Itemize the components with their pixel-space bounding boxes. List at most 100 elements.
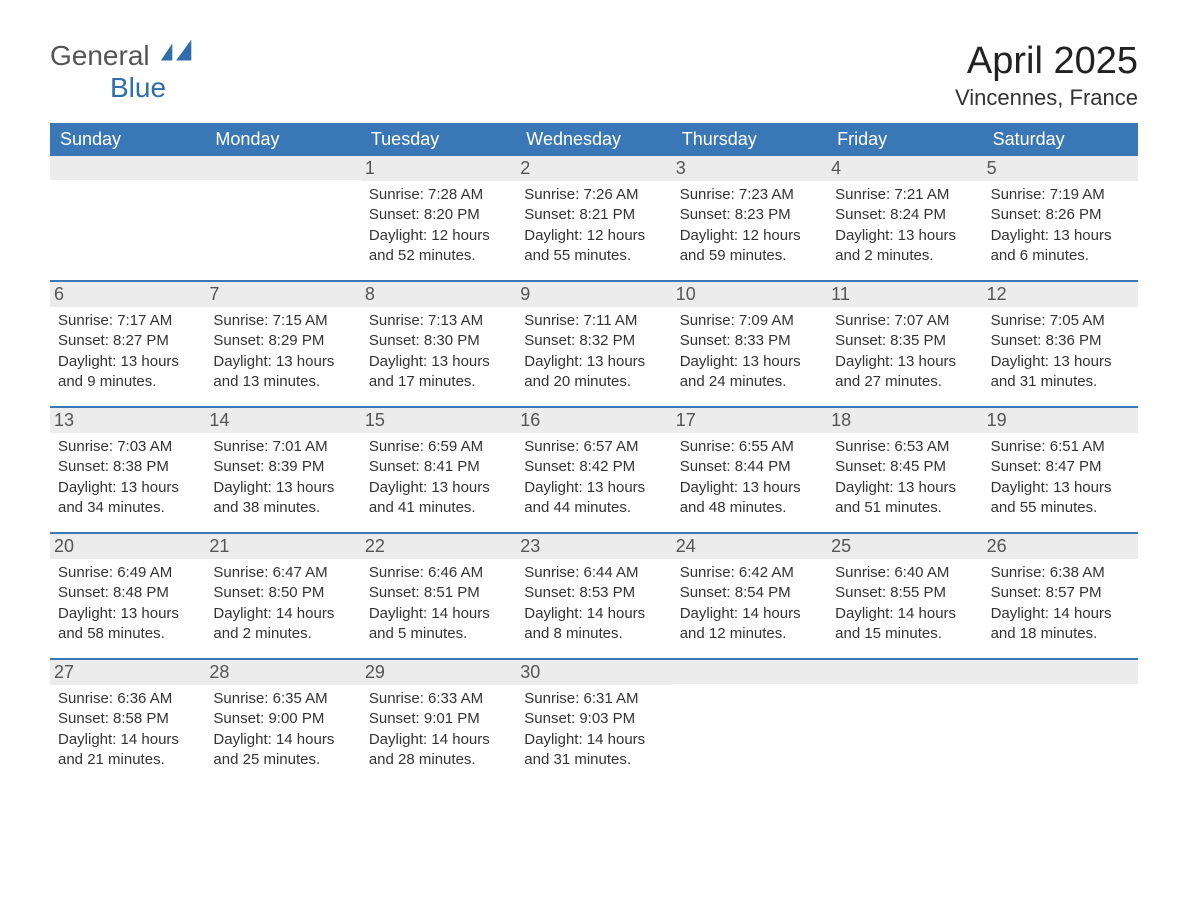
daylight-text-2: and 51 minutes. [835,498,974,518]
sunrise-text: Sunrise: 6:55 AM [680,437,819,457]
day-cell: 2Sunrise: 7:26 AMSunset: 8:21 PMDaylight… [516,156,671,280]
day-number: 4 [827,156,982,181]
day-number: 16 [516,408,671,433]
day-cell: 25Sunrise: 6:40 AMSunset: 8:55 PMDayligh… [827,534,982,658]
logo-text: General Blue [50,40,197,104]
week-row: 27Sunrise: 6:36 AMSunset: 8:58 PMDayligh… [50,658,1138,784]
daylight-text-1: Daylight: 14 hours [369,730,508,750]
daylight-text-2: and 55 minutes. [524,246,663,266]
sunset-text: Sunset: 8:36 PM [991,331,1130,351]
sunset-text: Sunset: 8:38 PM [58,457,197,477]
day-cell: 30Sunrise: 6:31 AMSunset: 9:03 PMDayligh… [516,660,671,784]
day-cell: 18Sunrise: 6:53 AMSunset: 8:45 PMDayligh… [827,408,982,532]
calendar: SundayMondayTuesdayWednesdayThursdayFrid… [50,123,1138,784]
day-cell: 3Sunrise: 7:23 AMSunset: 8:23 PMDaylight… [672,156,827,280]
daylight-text-2: and 38 minutes. [213,498,352,518]
sunrise-text: Sunrise: 6:35 AM [213,689,352,709]
month-title: April 2025 [955,40,1138,83]
weekday-header: Tuesday [361,123,516,156]
daylight-text-1: Daylight: 13 hours [369,478,508,498]
daylight-text-1: Daylight: 13 hours [213,352,352,372]
day-cell: 7Sunrise: 7:15 AMSunset: 8:29 PMDaylight… [205,282,360,406]
daylight-text-1: Daylight: 14 hours [213,604,352,624]
daylight-text-1: Daylight: 14 hours [991,604,1130,624]
daylight-text-2: and 15 minutes. [835,624,974,644]
sunset-text: Sunset: 8:53 PM [524,583,663,603]
header: General Blue April 2025 Vincennes, Franc… [50,40,1138,111]
sunset-text: Sunset: 8:42 PM [524,457,663,477]
daylight-text-1: Daylight: 14 hours [835,604,974,624]
daylight-text-1: Daylight: 13 hours [213,478,352,498]
week-row: 13Sunrise: 7:03 AMSunset: 8:38 PMDayligh… [50,406,1138,532]
weekday-header: Saturday [983,123,1138,156]
day-cell: 11Sunrise: 7:07 AMSunset: 8:35 PMDayligh… [827,282,982,406]
sunrise-text: Sunrise: 6:59 AM [369,437,508,457]
sunrise-text: Sunrise: 7:01 AM [213,437,352,457]
daylight-text-2: and 13 minutes. [213,372,352,392]
sunrise-text: Sunrise: 6:36 AM [58,689,197,709]
logo: General Blue [50,40,197,104]
daylight-text-1: Daylight: 14 hours [58,730,197,750]
sunset-text: Sunset: 8:35 PM [835,331,974,351]
daylight-text-1: Daylight: 13 hours [58,604,197,624]
sunset-text: Sunset: 8:50 PM [213,583,352,603]
daylight-text-1: Daylight: 14 hours [524,604,663,624]
daylight-text-2: and 58 minutes. [58,624,197,644]
day-cell: 4Sunrise: 7:21 AMSunset: 8:24 PMDaylight… [827,156,982,280]
weekday-header: Monday [205,123,360,156]
day-number: 17 [672,408,827,433]
day-cell: 10Sunrise: 7:09 AMSunset: 8:33 PMDayligh… [672,282,827,406]
daylight-text-1: Daylight: 13 hours [835,226,974,246]
day-number [827,660,982,684]
weekday-header: Thursday [672,123,827,156]
day-cell: 29Sunrise: 6:33 AMSunset: 9:01 PMDayligh… [361,660,516,784]
daylight-text-1: Daylight: 13 hours [680,352,819,372]
day-number: 29 [361,660,516,685]
daylight-text-2: and 18 minutes. [991,624,1130,644]
daylight-text-2: and 9 minutes. [58,372,197,392]
daylight-text-1: Daylight: 13 hours [991,352,1130,372]
weekday-header: Friday [827,123,982,156]
daylight-text-2: and 52 minutes. [369,246,508,266]
day-cell [205,156,360,280]
sunset-text: Sunset: 8:41 PM [369,457,508,477]
day-number: 14 [205,408,360,433]
daylight-text-2: and 31 minutes. [524,750,663,770]
day-number: 11 [827,282,982,307]
daylight-text-1: Daylight: 13 hours [680,478,819,498]
daylight-text-2: and 8 minutes. [524,624,663,644]
day-number: 23 [516,534,671,559]
daylight-text-2: and 21 minutes. [58,750,197,770]
daylight-text-2: and 31 minutes. [991,372,1130,392]
day-number: 30 [516,660,671,685]
day-cell: 19Sunrise: 6:51 AMSunset: 8:47 PMDayligh… [983,408,1138,532]
sunrise-text: Sunrise: 7:07 AM [835,311,974,331]
sunrise-text: Sunrise: 6:42 AM [680,563,819,583]
daylight-text-1: Daylight: 13 hours [991,478,1130,498]
sunset-text: Sunset: 8:44 PM [680,457,819,477]
daylight-text-2: and 2 minutes. [835,246,974,266]
weekday-header-row: SundayMondayTuesdayWednesdayThursdayFrid… [50,123,1138,156]
day-number: 2 [516,156,671,181]
logo-blue: Blue [110,72,166,103]
day-number [205,156,360,180]
sunset-text: Sunset: 9:00 PM [213,709,352,729]
daylight-text-2: and 5 minutes. [369,624,508,644]
sunrise-text: Sunrise: 6:46 AM [369,563,508,583]
day-number: 7 [205,282,360,307]
daylight-text-2: and 2 minutes. [213,624,352,644]
daylight-text-2: and 48 minutes. [680,498,819,518]
sunset-text: Sunset: 8:23 PM [680,205,819,225]
sail-icon [159,37,197,65]
sunset-text: Sunset: 8:30 PM [369,331,508,351]
weekday-header: Sunday [50,123,205,156]
day-cell: 20Sunrise: 6:49 AMSunset: 8:48 PMDayligh… [50,534,205,658]
daylight-text-1: Daylight: 13 hours [58,352,197,372]
sunset-text: Sunset: 8:39 PM [213,457,352,477]
weekday-header: Wednesday [516,123,671,156]
sunset-text: Sunset: 8:21 PM [524,205,663,225]
daylight-text-1: Daylight: 12 hours [680,226,819,246]
week-row: 1Sunrise: 7:28 AMSunset: 8:20 PMDaylight… [50,156,1138,280]
sunrise-text: Sunrise: 7:05 AM [991,311,1130,331]
daylight-text-2: and 34 minutes. [58,498,197,518]
